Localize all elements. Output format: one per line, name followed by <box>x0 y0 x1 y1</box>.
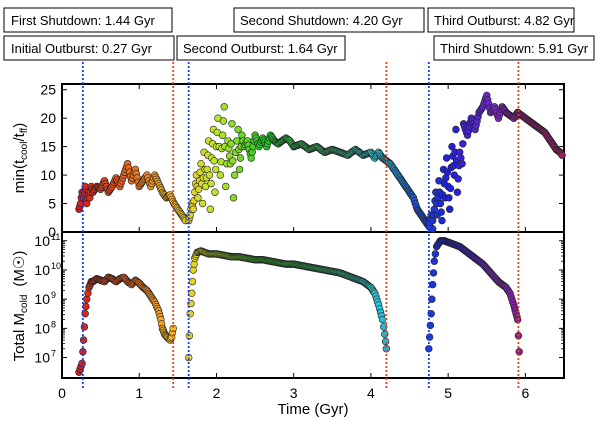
top-data-point <box>558 151 566 159</box>
event-label-second-outburst: Second Outburst: 1.64 Gyr <box>183 41 338 56</box>
top-y-tick-label: 10 <box>40 167 56 183</box>
bottom-data-point <box>80 323 89 331</box>
top-data-point <box>194 194 202 202</box>
top-data-point <box>234 125 242 134</box>
bottom-data-point <box>429 269 438 277</box>
event-box-first-shutdown <box>3 7 173 33</box>
top-data-point <box>228 120 236 128</box>
top-data-point <box>446 184 455 193</box>
top-data-point <box>212 165 220 174</box>
event-labels: Initial Outburst: 0.27 Gyr First Shutdow… <box>3 7 595 61</box>
top-data-point <box>229 194 238 202</box>
bottom-data-point <box>187 299 195 308</box>
bottom-data-point <box>431 250 440 258</box>
top-data-point <box>210 157 218 165</box>
bottom-y-tick-label: 10 <box>34 233 50 249</box>
top-data-point <box>437 208 445 216</box>
x-axis-label: Time (Gyr) <box>277 401 348 418</box>
event-box-third-outburst <box>427 7 575 33</box>
top-data-point <box>459 140 467 148</box>
event-label-first-shutdown: First Shutdown: 1.44 Gyr <box>11 13 155 28</box>
top-data-point <box>216 171 225 179</box>
top-data-point <box>454 175 462 183</box>
event-label-initial-outburst: Initial Outburst: 0.27 Gyr <box>11 41 153 56</box>
top-data-point <box>218 131 227 139</box>
bottom-y-tick-exponent: 9 <box>51 290 56 300</box>
event-box-third-shutdown <box>433 35 595 61</box>
bottom-y-tick-label: 10 <box>34 291 50 307</box>
event-box-second-shutdown <box>233 7 425 33</box>
event-label-third-outburst: Third Outburst: 4.82 Gyr <box>434 13 575 28</box>
top-data-point <box>227 140 235 148</box>
top-data-point <box>205 171 214 179</box>
top-data-point <box>458 160 466 168</box>
bottom-data-point <box>425 333 434 341</box>
top-y-tick-label: 5 <box>48 196 56 212</box>
x-tick-label: 0 <box>58 385 66 401</box>
top-data-point <box>189 205 198 213</box>
x-tick-label: 3 <box>290 385 298 401</box>
top-data-point <box>197 160 205 168</box>
event-lines <box>81 62 520 388</box>
top-data-point <box>230 171 239 179</box>
top-data-point <box>219 117 228 125</box>
x-tick-label: 2 <box>213 385 221 401</box>
bottom-y-tick-label: 10 <box>34 262 50 278</box>
bottom-data-point <box>188 289 196 297</box>
top-y-tick-label: 25 <box>40 82 56 98</box>
x-tick-label: 6 <box>521 385 529 401</box>
top-data-point <box>236 154 245 162</box>
top-data-point <box>220 103 228 111</box>
bottom-data-point <box>188 277 197 286</box>
top-y-axis-label: min(tcool/tff) <box>11 123 30 193</box>
bottom-y-tick-label: 10 <box>34 350 50 366</box>
bottom-panel-frame <box>61 231 565 379</box>
bottom-y-tick-exponent: 8 <box>51 319 56 329</box>
event-label-second-shutdown: Second Shutdown: 4.20 Gyr <box>240 13 403 28</box>
bottom-y-tick-exponent: 7 <box>51 349 56 359</box>
top-data-point <box>206 205 215 213</box>
event-box-second-outburst <box>176 35 346 61</box>
top-y-tick-label: 20 <box>40 110 56 126</box>
top-data-point <box>446 205 454 213</box>
event-box-initial-outburst <box>3 35 175 61</box>
top-data-point <box>198 199 207 208</box>
top-y-tick-label: 15 <box>40 139 56 155</box>
bottom-data-point <box>382 345 391 353</box>
top-data-point <box>445 194 453 202</box>
top-data-point <box>229 157 237 165</box>
top-data-point <box>448 142 456 151</box>
top-data-point <box>207 179 215 188</box>
top-data-point <box>233 137 241 145</box>
bottom-y-tick-exponent: 10 <box>51 261 61 271</box>
x-tick-label: 4 <box>367 385 375 401</box>
event-label-third-shutdown: Third Shutdown: 5.91 Gyr <box>440 41 589 56</box>
bottom-data-point <box>430 257 438 265</box>
bottom-data-point <box>429 280 437 289</box>
top-data-point <box>195 185 203 194</box>
data-points <box>75 91 566 376</box>
bottom-y-tick-exponent: 11 <box>51 232 60 242</box>
bottom-y-tick-label: 10 <box>34 320 50 336</box>
top-data-point <box>438 216 446 225</box>
top-data-point <box>453 188 462 196</box>
top-data-point <box>442 154 451 162</box>
top-y-tick-label: 0 <box>48 224 56 240</box>
bottom-data-point <box>425 345 433 353</box>
bottom-data-point <box>82 295 91 303</box>
top-data-point <box>452 125 460 134</box>
top-data-point <box>222 182 230 191</box>
top-data-point <box>436 199 445 208</box>
x-tick-label: 5 <box>444 385 452 401</box>
bottom-data-point <box>378 315 387 324</box>
x-tick-label: 1 <box>135 385 143 401</box>
bottom-y-axis-label: Total Mcold(M☉) <box>11 251 30 362</box>
top-data-point <box>235 165 244 174</box>
top-data-point <box>211 188 219 196</box>
